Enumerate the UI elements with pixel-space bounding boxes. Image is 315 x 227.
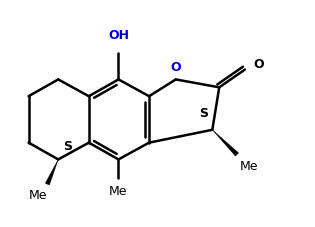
Polygon shape: [212, 130, 238, 156]
Text: OH: OH: [108, 30, 129, 42]
Text: Me: Me: [29, 190, 48, 202]
Text: S: S: [64, 140, 72, 153]
Text: Me: Me: [240, 160, 258, 173]
Polygon shape: [45, 159, 58, 185]
Text: O: O: [254, 58, 264, 71]
Text: Me: Me: [109, 185, 128, 197]
Text: O: O: [170, 61, 181, 74]
Text: S: S: [199, 108, 208, 121]
